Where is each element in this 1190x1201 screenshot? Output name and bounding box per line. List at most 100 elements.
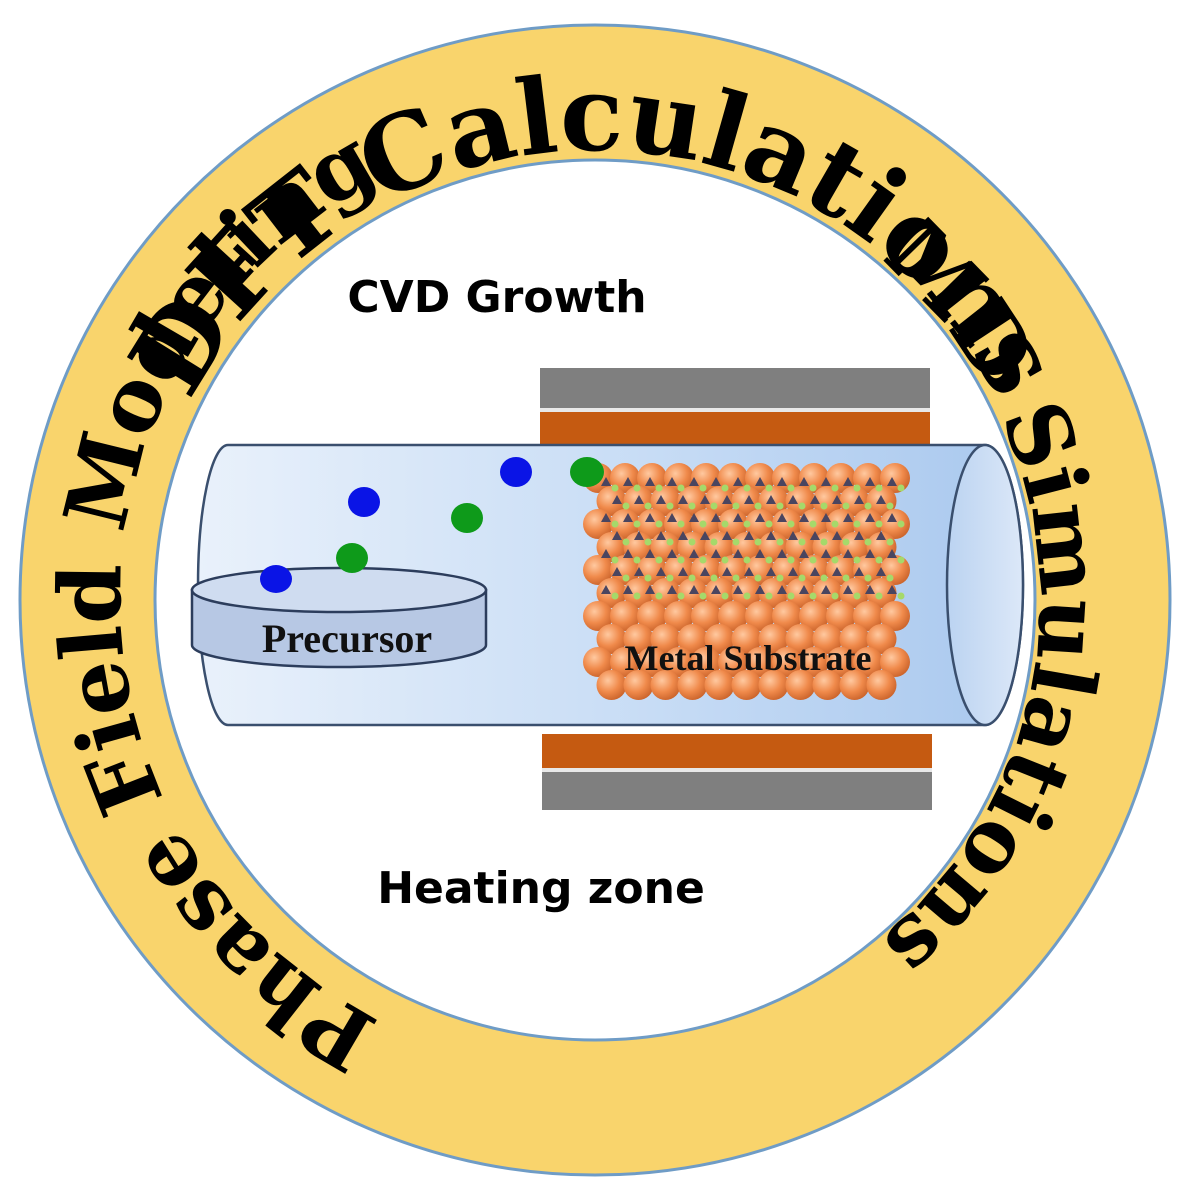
adatom-dark [821, 549, 831, 558]
adatom-green [776, 538, 784, 546]
adatom-dark [854, 567, 864, 576]
adatom-dark [623, 513, 633, 522]
adatom-green [688, 574, 696, 582]
adatom-dark [876, 567, 886, 576]
substrate-atom [623, 670, 654, 700]
tube-opening [945, 443, 1025, 727]
adatom-green [677, 592, 685, 600]
adatom-green [798, 574, 806, 582]
adatom-dark [623, 549, 633, 558]
substrate-atom [785, 624, 816, 654]
adatom-dark [854, 531, 864, 540]
particle-green [570, 457, 604, 487]
adatom-dark [854, 495, 864, 504]
adatom-green [688, 502, 696, 510]
adatom-green [633, 484, 641, 492]
substrate-atom [853, 555, 883, 585]
adatom-green [743, 484, 751, 492]
adatom-dark [689, 513, 699, 522]
adatom-green [611, 484, 619, 492]
adatom-dark [810, 495, 820, 504]
precursor-label: Precursor [262, 616, 432, 661]
adatom-green [853, 520, 861, 528]
adatom-dark [810, 531, 820, 540]
substrate-atom [866, 670, 897, 700]
adatom-green [611, 520, 619, 528]
adatom-green [776, 502, 784, 510]
adatom-green [699, 592, 707, 600]
substrate-atom [758, 624, 789, 654]
substrate-atom [826, 601, 856, 631]
adatom-dark [722, 531, 732, 540]
adatom-dark [601, 513, 611, 522]
adatom-dark [865, 585, 875, 594]
adatom-dark [634, 495, 644, 504]
adatom-green [886, 502, 894, 510]
adatom-dark [623, 585, 633, 594]
adatom-dark [667, 549, 677, 558]
adatom-dark [678, 567, 688, 576]
adatom-dark [766, 531, 776, 540]
adatom-dark [667, 477, 677, 486]
adatom-green [765, 556, 773, 564]
adatom-dark [887, 513, 897, 522]
gas-particles [260, 457, 604, 593]
adatom-dark [832, 567, 842, 576]
adatom-dark [733, 513, 743, 522]
substrate-atom [637, 509, 667, 539]
adatom-green [754, 574, 762, 582]
adatom-green [721, 520, 729, 528]
substrate-atom [610, 555, 640, 585]
substrate-atom [745, 647, 775, 677]
adatom-green [831, 592, 839, 600]
substrate-atom [785, 670, 816, 700]
adatom-green [721, 592, 729, 600]
substrate-atom [718, 647, 748, 677]
adatom-dark [601, 477, 611, 486]
adatom-green [842, 502, 850, 510]
adatom-green [743, 556, 751, 564]
substrate-atom [866, 624, 897, 654]
substrate-atom [583, 647, 613, 677]
adatom-dark [865, 549, 875, 558]
adatom-green [853, 592, 861, 600]
substrate-atom [839, 578, 870, 608]
adatom-green [787, 484, 795, 492]
substrate-atom [745, 601, 775, 631]
substrate-atom [758, 578, 789, 608]
adatom-dark [645, 477, 655, 486]
adatom-green [655, 484, 663, 492]
adatom-green [611, 592, 619, 600]
adatom-green [809, 592, 817, 600]
adatom-dark [865, 513, 875, 522]
adatom-green [864, 538, 872, 546]
adatom-green [798, 538, 806, 546]
bottom-heater [542, 734, 932, 810]
substrate-atom [610, 647, 640, 677]
heating-zone-label: Heating zone [377, 863, 705, 914]
adatom-dark [887, 549, 897, 558]
adatom-green [853, 484, 861, 492]
adatom-dark [755, 585, 765, 594]
adatom-dark [777, 549, 787, 558]
adatom-dark [689, 585, 699, 594]
adatom-green [644, 574, 652, 582]
adatom-green [809, 520, 817, 528]
adatom-green [732, 574, 740, 582]
adatom-green [809, 556, 817, 564]
adatom-green [820, 502, 828, 510]
adatom-green [765, 484, 773, 492]
adatom-green [875, 520, 883, 528]
adatom-green [743, 520, 751, 528]
precursor-dish [190, 566, 488, 669]
adatom-green [886, 574, 894, 582]
adatom-dark [700, 567, 710, 576]
substrate-atom [623, 624, 654, 654]
adatom-dark [876, 495, 886, 504]
adatom-dark [711, 549, 721, 558]
adatom-dark [843, 477, 853, 486]
substrate-atom [610, 509, 640, 539]
adatom-green [699, 556, 707, 564]
adatom-green [831, 520, 839, 528]
adatom-dark [601, 549, 611, 558]
